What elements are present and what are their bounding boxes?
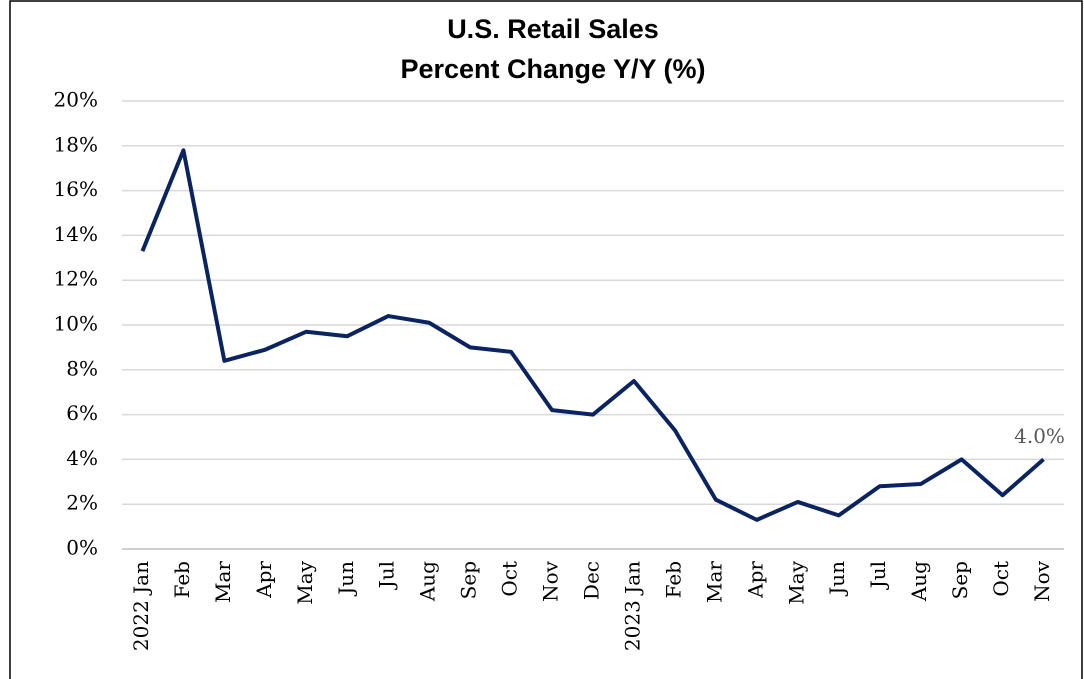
y-tick-label: 14%	[54, 222, 98, 246]
chart-subtitle: Percent Change Y/Y (%)	[400, 54, 705, 84]
x-tick-label: Feb	[170, 561, 194, 598]
x-tick-label: Sep	[948, 561, 972, 599]
data-label: 4.0%	[1014, 424, 1065, 448]
x-tick-label: Jun	[825, 561, 849, 597]
x-tick-label: May	[293, 560, 317, 604]
x-tick-label: 2022 Jan	[129, 561, 153, 651]
frame	[9, 0, 1083, 679]
line	[140, 148, 1045, 522]
x-tick-label: Mar	[211, 561, 235, 603]
x-tick-label: May	[784, 560, 808, 604]
x-tick-label: Dec	[580, 561, 604, 600]
y-tick-label: 18%	[54, 132, 98, 156]
x-tick-label: Oct	[989, 561, 1013, 597]
x-tick-label: 2023 Jan	[620, 561, 644, 651]
y-tick-label: 8%	[66, 356, 98, 380]
x-tick-label: Jun	[334, 561, 358, 597]
y-tick-label: 2%	[66, 491, 98, 515]
x-tick-label: Sep	[457, 561, 481, 599]
y-tick-label: 10%	[54, 312, 98, 336]
x-tick-label: Nov	[1030, 560, 1054, 602]
chart-title: U.S. Retail Sales	[447, 14, 659, 44]
x-tick-label: Oct	[498, 561, 522, 597]
x-tick-label: Mar	[702, 561, 726, 603]
y-tick-label: 4%	[66, 446, 98, 470]
x-tick-label: Jul	[375, 561, 399, 590]
x-tick-label: Feb	[661, 561, 685, 598]
x-tick-label: Apr	[252, 561, 276, 599]
y-tick-label: 16%	[54, 177, 98, 201]
y-tick-label: 20%	[54, 88, 98, 112]
y-tick-label: 6%	[66, 401, 98, 425]
x-tick-label: Aug	[416, 561, 440, 602]
y-tick-label: 12%	[54, 267, 98, 291]
x-tick-label: Apr	[743, 561, 767, 599]
x-tick-label: Nov	[539, 560, 563, 602]
y-tick-label: 0%	[66, 536, 98, 560]
x-tick-label: Jul	[866, 561, 890, 590]
x-tick-label: Aug	[907, 561, 931, 602]
